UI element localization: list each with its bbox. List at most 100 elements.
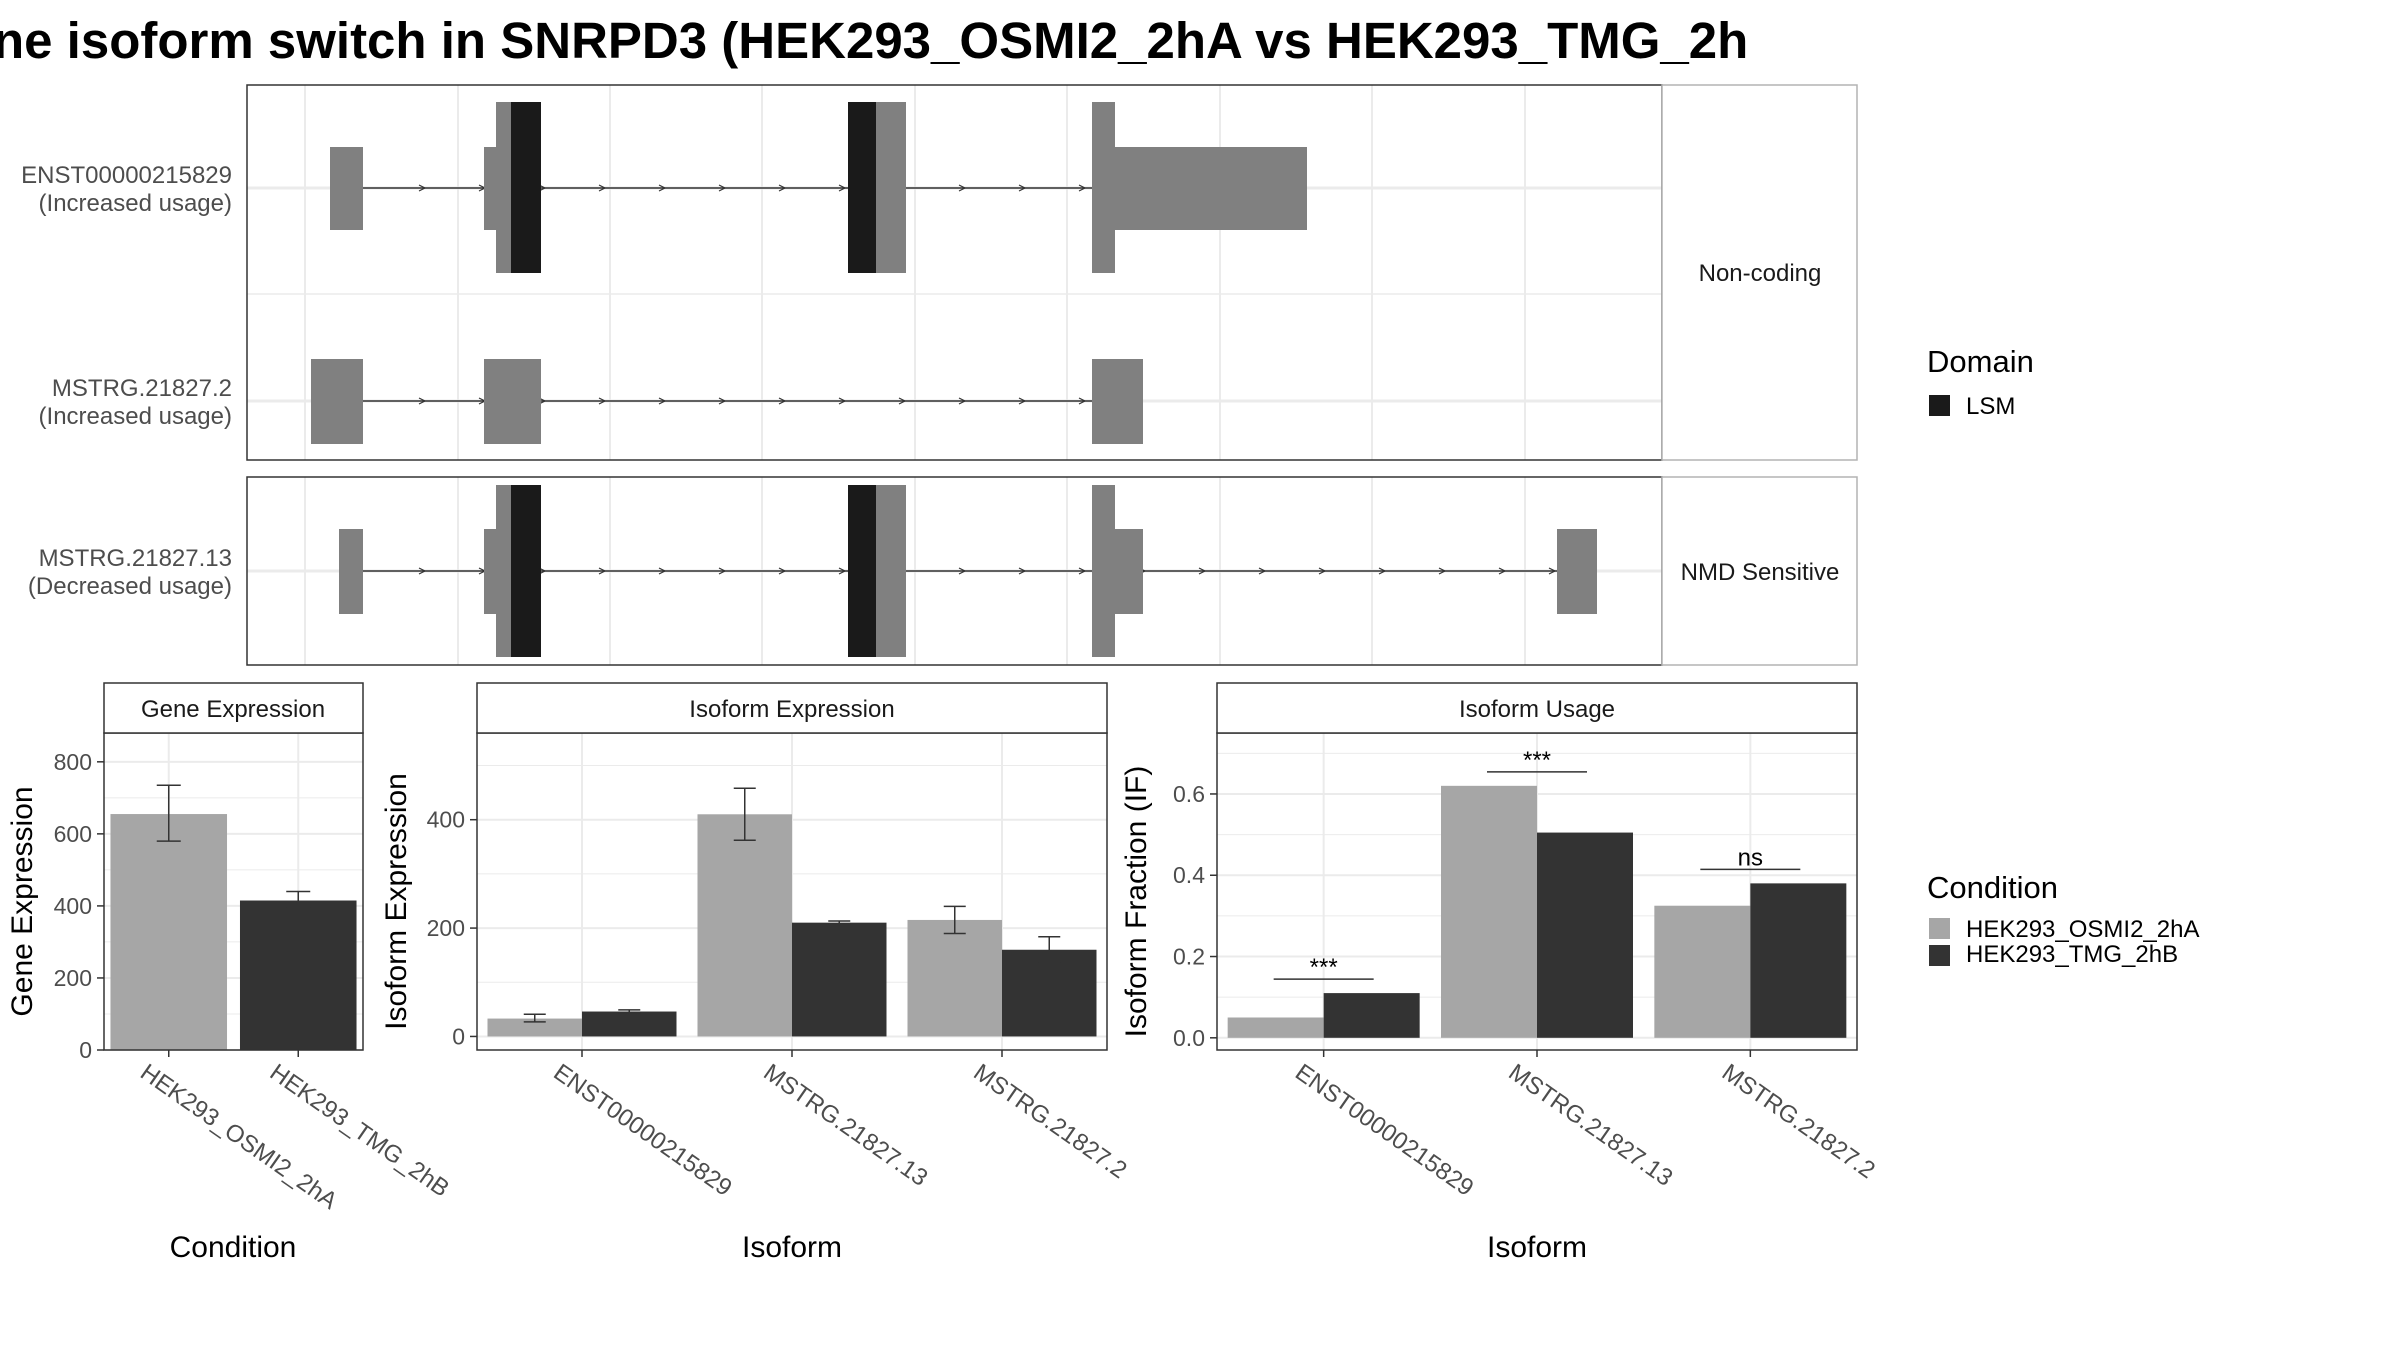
strand-arrow: [598, 184, 607, 192]
strip-nmd-sensitive: [1661, 476, 1858, 666]
lsm-domain: [511, 485, 541, 657]
strand-arrow: [1078, 184, 1087, 192]
y-tick-label: 200: [427, 915, 465, 941]
strand-arrow: [778, 184, 787, 192]
strand-arrow: [1078, 567, 1087, 575]
facet-strip-title: Isoform Usage: [1459, 696, 1615, 723]
y-tick-label: 800: [54, 749, 92, 775]
strand-arrow: [1258, 567, 1267, 575]
strand-arrow: [718, 397, 727, 405]
strand-arrow: [1318, 567, 1327, 575]
bar-hek293-tmg-2hb-mstrg-21827-13: [792, 922, 887, 1037]
significance-label: ***: [1310, 954, 1338, 981]
strand-arrow: [1018, 567, 1027, 575]
strand-arrow: [1018, 397, 1027, 405]
bar-hek293-tmg-2hb-mstrg-21827-2: [1750, 883, 1847, 1038]
strand-arrow: [778, 567, 787, 575]
strand-arrow: [1198, 567, 1207, 575]
legend-label-tmg: HEK293_TMG_2hB: [1966, 941, 2178, 968]
y-tick-label: 0: [452, 1023, 465, 1049]
exon: [1115, 147, 1307, 230]
legend-key-tmg: [1929, 945, 1950, 966]
x-tick-label: MSTRG.21827.13: [1504, 1059, 1678, 1192]
bar-hek293-tmg-2hb-enst00000215829: [582, 1011, 677, 1037]
bar-hek293-osmi2-2ha-mstrg-21827-2: [907, 919, 1002, 1037]
facet-strip-title: Isoform Expression: [689, 696, 894, 723]
transcript-label-id: MSTRG.21827.2: [52, 375, 232, 402]
strand-arrow: [1018, 184, 1027, 192]
y-axis-title: Isoform Expression: [380, 773, 413, 1030]
isoform-expression-chart: Isoform Expression 0 200 400 ENST00000215829…: [380, 682, 1132, 1264]
legend-key-lsm: [1929, 395, 1950, 416]
facet-strip: [476, 682, 1108, 734]
figure-title: ne isoform switch in SNRPD3 (HEK293_OSMI…: [0, 12, 1748, 69]
y-tick-label: 0.6: [1173, 781, 1205, 807]
y-tick-label: 200: [54, 965, 92, 991]
y-tick-label: 400: [427, 807, 465, 833]
strip-label-noncoding: Non-coding: [1699, 260, 1822, 287]
domain-legend-title: Domain: [1927, 344, 2034, 379]
transcript-labels: ENST00000215829 (Increased usage) MSTRG.…: [21, 162, 232, 600]
strand-arrow: [658, 397, 667, 405]
strand-arrow: [718, 184, 727, 192]
bar-hek293-osmi2-2ha: [110, 814, 228, 1050]
y-axis-title: Gene Expression: [6, 786, 39, 1016]
strand-arrow: [418, 567, 427, 575]
domain-legend: Domain LSM: [1927, 344, 2034, 420]
significance-label: ns: [1738, 844, 1763, 871]
bar-hek293-osmi2-2ha-mstrg-21827-13: [1441, 785, 1537, 1038]
legend-label-lsm: LSM: [1966, 393, 2015, 420]
strand-arrow: [658, 184, 667, 192]
y-tick-label: 0.0: [1173, 1025, 1205, 1051]
bar-hek293-osmi2-2ha-enst00000215829: [1227, 1017, 1324, 1038]
exon: [496, 102, 511, 273]
isoform-usage-chart: *** *** ns Isoform Usage 0.0 0.2 0.4 0.6 ENST000…: [1120, 682, 1880, 1264]
lsm-domain: [848, 485, 876, 657]
y-tick-label: 0.2: [1173, 944, 1205, 970]
exon: [876, 485, 906, 657]
transcript-panel-1-background: [247, 85, 1662, 460]
exon: [484, 147, 496, 230]
strand-arrow: [1548, 567, 1557, 575]
strand-arrow: [898, 397, 907, 405]
exon: [1092, 485, 1115, 657]
y-tick-label: 0: [79, 1037, 92, 1063]
bar-hek293-tmg-2hb-enst00000215829: [1323, 993, 1420, 1038]
exon: [484, 529, 496, 614]
transcript-mstrg-21827-2: [311, 359, 1143, 444]
lsm-domain: [848, 102, 876, 273]
significance-label: ***: [1523, 747, 1551, 774]
bar-hek293-tmg-2hb-mstrg-21827-13: [1537, 832, 1633, 1038]
exon: [339, 529, 363, 614]
facet-strip: [103, 682, 364, 734]
y-tick-label: 0.4: [1173, 862, 1205, 888]
transcript-mstrg-21827-13: [339, 485, 1597, 657]
strand-arrow: [838, 567, 847, 575]
y-tick-label: 600: [54, 821, 92, 847]
strand-arrow: [958, 567, 967, 575]
exon: [876, 102, 906, 273]
lsm-domain: [511, 102, 541, 273]
strand-arrow: [958, 397, 967, 405]
transcript-label-status: (Increased usage): [39, 403, 232, 430]
transcript-label-status: (Decreased usage): [28, 573, 232, 600]
x-axis-title: Isoform: [1487, 1231, 1587, 1264]
x-tick-label: MSTRG.21827.2: [969, 1059, 1132, 1184]
strip-label-nmd-sensitive: NMD Sensitive: [1681, 559, 1840, 586]
strand-arrow: [598, 567, 607, 575]
exon: [311, 359, 363, 444]
strand-arrow: [658, 567, 667, 575]
strip-noncoding: [1661, 84, 1858, 461]
transcript-label-id: ENST00000215829: [21, 162, 232, 189]
transcript-label-status: (Increased usage): [39, 190, 232, 217]
x-tick-label: MSTRG.21827.13: [759, 1059, 933, 1192]
strand-arrow: [418, 397, 427, 405]
strand-arrow: [1438, 567, 1447, 575]
legend-label-osmi2: HEK293_OSMI2_2hA: [1966, 916, 2199, 943]
facet-strip: [1216, 682, 1858, 734]
condition-legend: Condition HEK293_OSMI2_2hA HEK293_TMG_2h…: [1927, 870, 2199, 968]
bar-hek293-osmi2-2ha-mstrg-21827-2: [1654, 905, 1751, 1038]
transcript-enst00000215829: [330, 102, 1307, 273]
exon: [1115, 529, 1143, 614]
